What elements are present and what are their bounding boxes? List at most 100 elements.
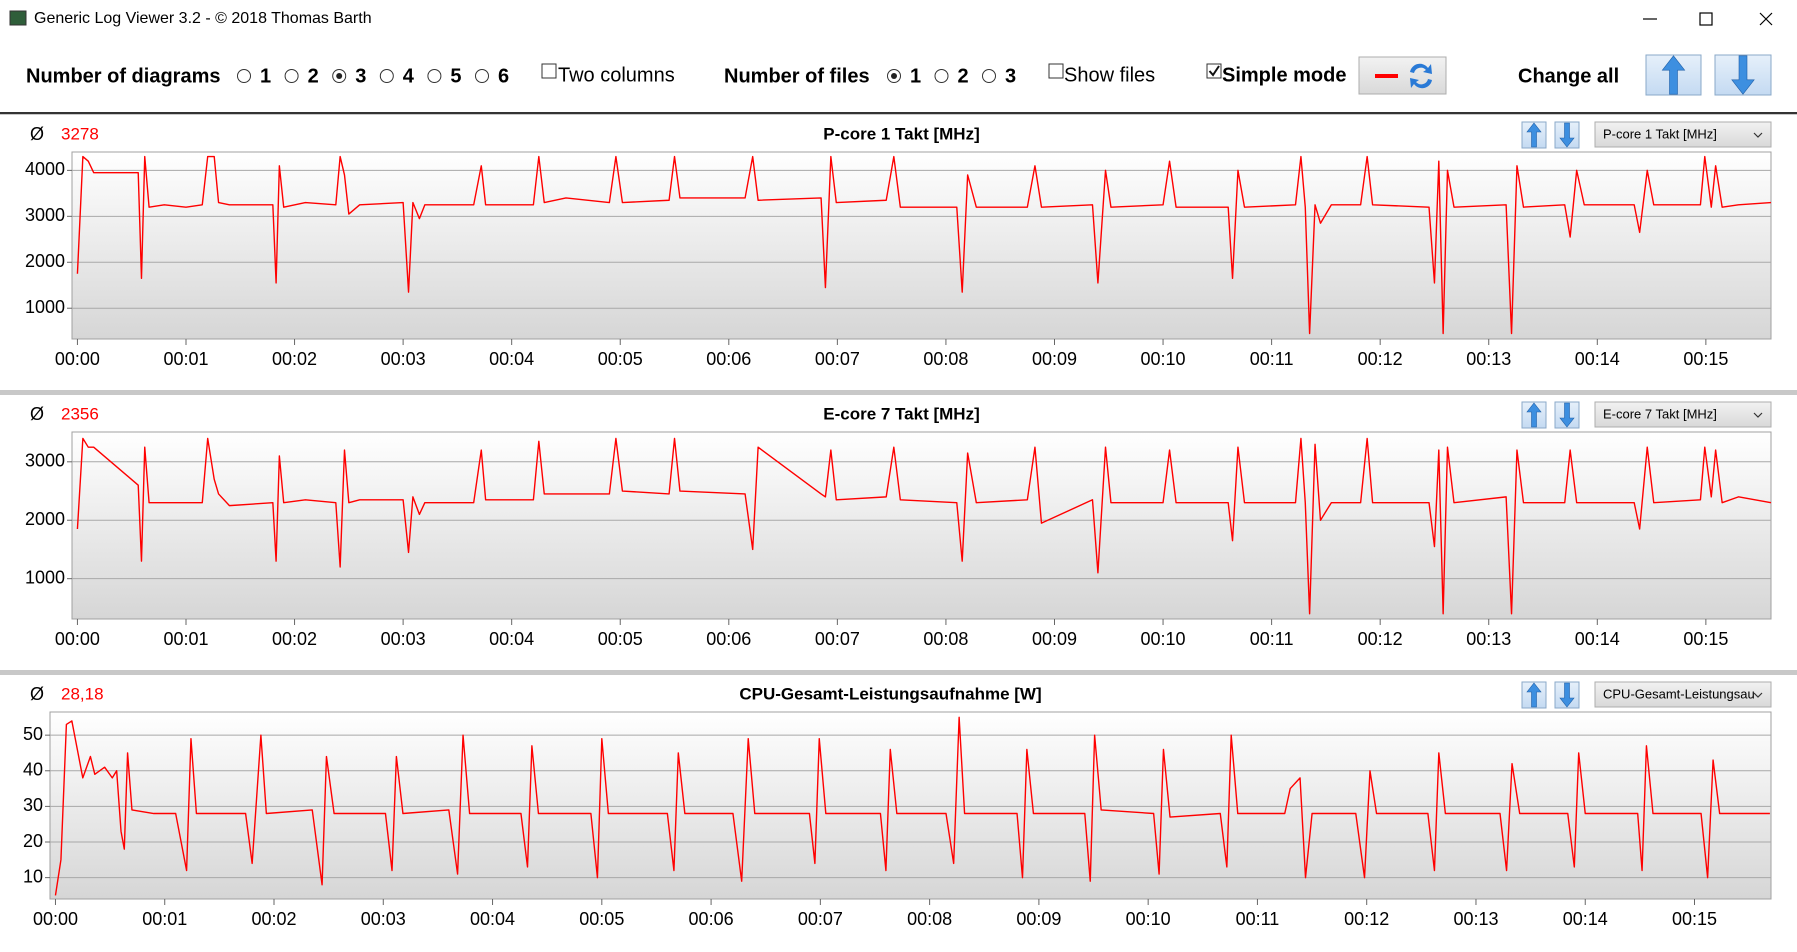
y-tick-label: 1000	[25, 567, 65, 587]
radio-label: 6	[498, 65, 509, 87]
x-tick-label: 00:14	[1563, 909, 1608, 929]
radio-button[interactable]	[379, 69, 394, 83]
diagram-title: P-core 1 Takt [MHz]	[823, 124, 980, 143]
diagram-panel: Ø 2356 E-core 7 Takt [MHz] E-core 7 Takt [M…	[0, 395, 1797, 670]
x-tick-label: 00:15	[1683, 349, 1728, 369]
x-tick-label: 00:04	[470, 909, 515, 929]
diagram-panel: Ø 28,18 CPU-Gesamt-Leistungsaufnahme [W] CP…	[0, 675, 1797, 952]
radio-label: 5	[450, 65, 461, 87]
y-tick-label: 2000	[25, 251, 65, 271]
x-tick-label: 00:07	[798, 909, 843, 929]
x-tick-label: 00:04	[489, 629, 534, 649]
x-tick-label: 00:08	[923, 349, 968, 369]
dropdown-arrow	[1753, 412, 1763, 418]
average-symbol: Ø	[30, 404, 44, 424]
x-tick-label: 00:02	[272, 349, 317, 369]
x-tick-label: 00:15	[1672, 909, 1717, 929]
radio-button[interactable]	[934, 69, 949, 83]
average-value: 2356	[61, 404, 99, 423]
x-tick-label: 00:12	[1344, 909, 1389, 929]
y-tick-label: 3000	[25, 451, 65, 471]
x-tick-label: 00:12	[1358, 629, 1403, 649]
y-tick-label: 10	[23, 866, 43, 886]
x-tick-label: 00:01	[142, 909, 187, 929]
x-tick-label: 00:01	[163, 629, 208, 649]
radio-button[interactable]	[284, 69, 299, 83]
toolbar: Number of diagrams Two columns Number of…	[26, 56, 1619, 95]
files-label: Number of files	[724, 65, 870, 87]
window-title: Generic Log Viewer 3.2 - © 2018 Thomas B…	[34, 10, 372, 27]
x-tick-label: 00:10	[1141, 349, 1186, 369]
x-tick-label: 00:09	[1032, 629, 1077, 649]
x-tick-label: 00:07	[815, 629, 860, 649]
channel-selector[interactable]	[1594, 681, 1772, 708]
x-tick-label: 00:08	[907, 909, 952, 929]
dropdown-arrow	[1753, 132, 1763, 138]
checkbox[interactable]	[541, 63, 557, 79]
x-tick-label: 00:11	[1250, 349, 1294, 369]
dropdown-arrow	[1753, 692, 1763, 698]
arrow-icon	[1661, 55, 1686, 95]
show-files-label: Show files	[1064, 64, 1155, 86]
diagram-title: E-core 7 Takt [MHz]	[823, 404, 980, 423]
radio-button[interactable]	[475, 69, 489, 83]
header-area	[0, 0, 1797, 113]
arrow-icon	[1526, 402, 1542, 428]
x-tick-label: 00:15	[1683, 629, 1728, 649]
x-tick-label: 00:10	[1126, 909, 1171, 929]
arrow-icon	[1526, 122, 1542, 148]
radio-button[interactable]	[427, 69, 442, 83]
style-button[interactable]	[1358, 56, 1447, 95]
y-tick-label: 20	[23, 831, 43, 851]
channel-selector[interactable]	[1594, 121, 1772, 148]
refresh-icon	[1410, 63, 1432, 89]
radio-label: 4	[403, 65, 415, 87]
diagram-title: CPU-Gesamt-Leistungsaufnahme [W]	[739, 684, 1041, 703]
x-tick-label: 00:12	[1358, 349, 1403, 369]
plot-area	[49, 711, 1772, 900]
radio-label: 2	[308, 65, 319, 87]
radio-button[interactable]	[982, 69, 996, 83]
radio-label: 1	[910, 65, 921, 87]
two-columns-label: Two columns	[558, 64, 675, 86]
radio-label: 1	[260, 65, 271, 87]
x-tick-label: 00:06	[706, 349, 751, 369]
x-tick-label: 00:00	[55, 349, 100, 369]
arrow-icon	[1526, 682, 1542, 708]
x-tick-label: 00:13	[1466, 629, 1511, 649]
y-tick-label: 30	[23, 795, 43, 815]
arrow-icon	[1559, 122, 1575, 148]
radio-dot	[891, 73, 897, 79]
checkmark	[1208, 65, 1220, 77]
maximize-button[interactable]	[1699, 12, 1713, 26]
x-tick-label: 00:05	[598, 349, 643, 369]
close-button[interactable]	[1759, 12, 1773, 26]
x-tick-label: 00:06	[706, 629, 751, 649]
arrow-icon	[1731, 55, 1755, 95]
x-tick-label: 00:11	[1250, 629, 1294, 649]
toolbar-separator	[0, 112, 1797, 114]
x-tick-label: 00:09	[1032, 349, 1077, 369]
data-line	[54, 716, 1770, 896]
x-tick-label: 00:13	[1466, 349, 1511, 369]
arrow-icon	[1559, 682, 1575, 708]
x-tick-label: 00:03	[361, 909, 406, 929]
average-value: 28,18	[61, 684, 104, 703]
y-tick-label: 4000	[25, 159, 65, 179]
diagrams-label: Number of diagrams	[26, 65, 220, 87]
x-tick-label: 00:00	[33, 909, 78, 929]
x-tick-label: 00:13	[1453, 909, 1498, 929]
change-all-label: Change all	[1518, 65, 1619, 87]
radio-label: 3	[355, 65, 366, 87]
x-tick-label: 00:05	[598, 629, 643, 649]
radio-dot	[336, 73, 343, 79]
average-symbol: Ø	[30, 124, 44, 144]
channel-selector[interactable]	[1594, 401, 1772, 428]
x-tick-label: 00:01	[163, 349, 208, 369]
x-tick-label: 00:00	[55, 629, 100, 649]
checkbox[interactable]	[1048, 63, 1064, 79]
y-tick-label: 1000	[25, 297, 65, 317]
average-value: 3278	[61, 124, 99, 143]
x-tick-label: 00:14	[1575, 349, 1620, 369]
radio-button[interactable]	[237, 69, 251, 83]
